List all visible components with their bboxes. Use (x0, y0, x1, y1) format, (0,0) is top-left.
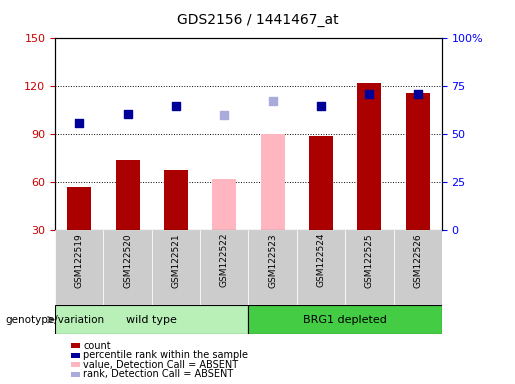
Text: GSM122525: GSM122525 (365, 233, 374, 288)
Bar (309, 136, 333, 230)
Bar (71, 343, 80, 348)
Bar (104, 230, 152, 313)
Bar (71, 353, 80, 358)
Point (365, 91, 373, 98)
Point (220, 112, 229, 118)
Bar (71, 372, 80, 377)
Bar (115, 160, 140, 230)
Point (317, 103, 325, 109)
Text: GSM122520: GSM122520 (123, 233, 132, 288)
Bar (248, 305, 442, 334)
Text: GSM122523: GSM122523 (268, 233, 277, 288)
Text: GSM122524: GSM122524 (317, 233, 325, 287)
Bar (55, 230, 104, 313)
Bar (406, 93, 430, 230)
Point (268, 98, 277, 104)
Bar (164, 170, 188, 230)
Bar (55, 305, 248, 334)
Point (414, 91, 422, 98)
Text: wild type: wild type (126, 314, 177, 325)
Bar (152, 230, 200, 313)
Text: GSM122526: GSM122526 (413, 233, 422, 288)
Bar (212, 179, 236, 230)
Text: BRG1 depleted: BRG1 depleted (303, 314, 387, 325)
Text: GSM122519: GSM122519 (75, 233, 84, 288)
Text: value, Detection Call = ABSENT: value, Detection Call = ABSENT (83, 360, 238, 370)
Bar (357, 83, 382, 230)
Bar (345, 230, 393, 313)
Point (75, 120, 83, 126)
Text: percentile rank within the sample: percentile rank within the sample (83, 350, 248, 360)
Text: GSM122522: GSM122522 (220, 233, 229, 287)
Text: genotype/variation: genotype/variation (5, 314, 104, 325)
Bar (261, 134, 285, 230)
Bar (71, 362, 80, 367)
Bar (200, 230, 248, 313)
Bar (248, 230, 297, 313)
Bar (297, 230, 345, 313)
Text: GSM122521: GSM122521 (171, 233, 180, 288)
Point (172, 103, 180, 109)
Point (124, 111, 132, 117)
Text: count: count (83, 341, 111, 351)
Bar (67, 187, 91, 230)
Bar (393, 230, 442, 313)
Text: GDS2156 / 1441467_at: GDS2156 / 1441467_at (177, 13, 338, 27)
Text: rank, Detection Call = ABSENT: rank, Detection Call = ABSENT (83, 369, 234, 379)
